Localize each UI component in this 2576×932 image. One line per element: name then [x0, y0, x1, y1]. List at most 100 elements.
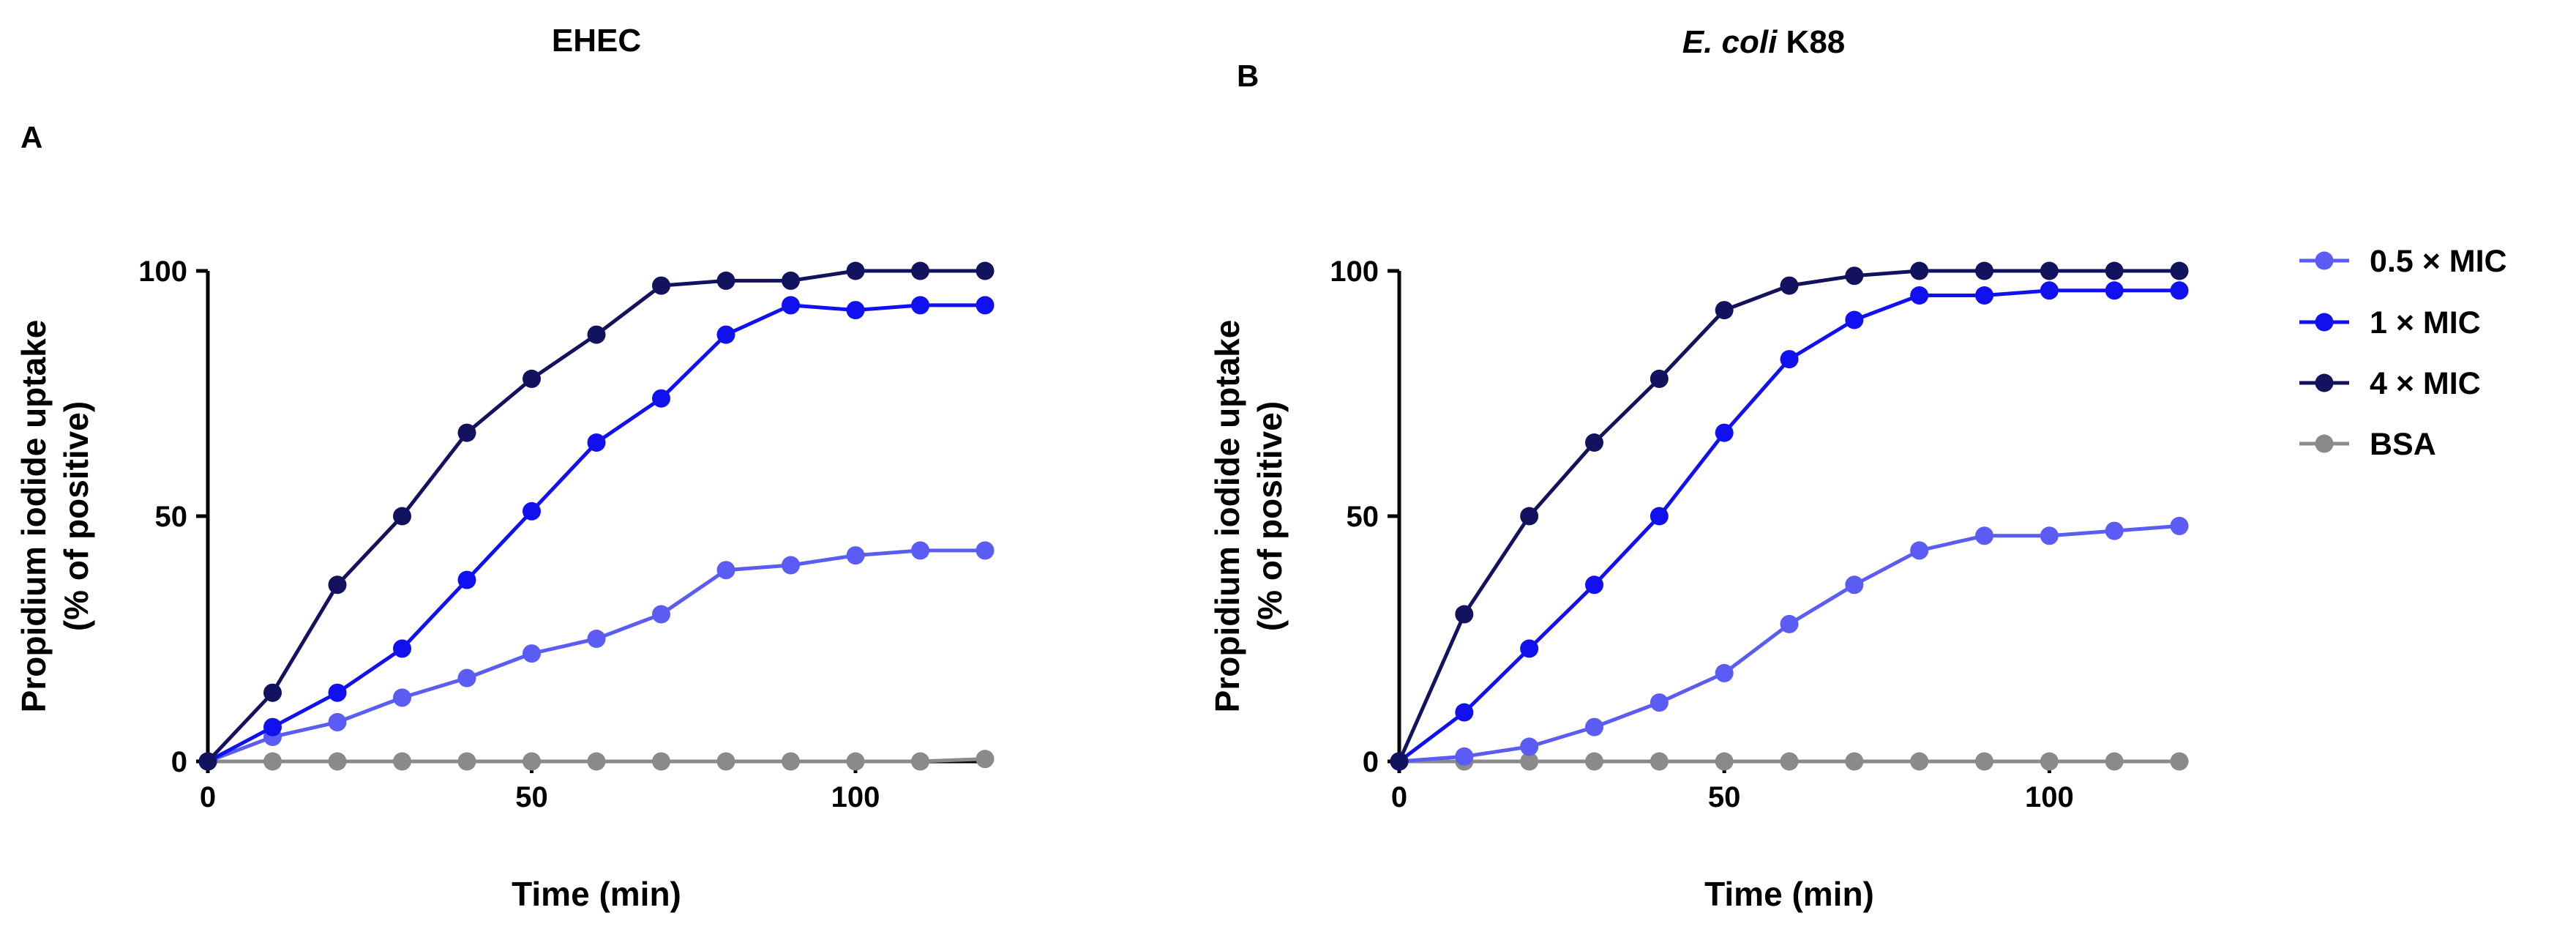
chart-a-point-4-mic [716, 271, 735, 290]
chart-a-point-1-mic [782, 296, 800, 315]
chart-b-point-bsa [1650, 752, 1669, 771]
chart-b-xtick-label: 50 [1708, 781, 1741, 813]
chart-a-point-4-mic [393, 507, 411, 526]
chart-b-point-1-mic [2040, 281, 2059, 300]
chart-a: Propidium iodide uptake (% of positive) … [15, 256, 995, 913]
chart-b-xtick-label: 100 [2025, 781, 2074, 813]
chart-b-point-0-5-mic [2105, 521, 2124, 540]
chart-a-ylabel-line2: (% of positive) [57, 401, 95, 631]
chart-a-point-4-mic [263, 683, 282, 702]
legend-label: 1 × MIC [2370, 305, 2481, 340]
chart-a-point-4-mic [587, 325, 606, 344]
legend-label: BSA [2370, 427, 2436, 462]
chart-b-point-1-mic [1455, 703, 1474, 722]
chart-a-point-1-mic [523, 502, 541, 521]
chart-b-ylabel-line2: (% of positive) [1251, 401, 1289, 631]
chart-b-xlabel: Time (min) [1704, 875, 1874, 913]
chart-b-point-4-mic [2040, 261, 2059, 280]
chart-a-point-4-mic [457, 423, 476, 442]
chart-a-ytick-label: 0 [171, 746, 187, 778]
chart-a-series [198, 261, 995, 771]
chart-b-point-bsa [1585, 752, 1603, 771]
chart-a-series-1-mic [198, 296, 995, 771]
chart-a-point-0-5-mic [976, 541, 995, 560]
chart-b-point-bsa [2105, 752, 2124, 771]
chart-b-point-1-mic [1780, 350, 1799, 369]
chart-b-ylabel-line1: Propidium iodide uptake [1208, 320, 1246, 713]
chart-a-point-1-mic [652, 389, 670, 408]
chart-b-point-1-mic [2105, 281, 2124, 300]
chart-b-ytick-label: 50 [1347, 501, 1379, 533]
legend-swatch-marker [2315, 434, 2334, 453]
chart-a-point-4-mic [911, 261, 929, 280]
chart-b-point-0-5-mic [1845, 575, 1864, 594]
chart-a-point-0-5-mic [652, 605, 670, 624]
chart-b-point-4-mic [1390, 752, 1409, 771]
chart-b-ylabel: Propidium iodide uptake (% of positive) [1208, 320, 1289, 713]
chart-b-point-1-mic [1650, 507, 1669, 526]
chart-a-point-0-5-mic [457, 668, 476, 687]
chart-b-point-4-mic [1910, 261, 1929, 280]
chart-b-point-0-5-mic [1520, 737, 1539, 756]
chart-a-ylabel-line1: Propidium iodide uptake [15, 320, 53, 713]
chart-b-point-4-mic [1975, 261, 1993, 280]
chart-b-title-italic: E. coli [1682, 24, 1778, 60]
chart-a-point-bsa [846, 752, 865, 771]
chart-b-point-0-5-mic [1455, 747, 1474, 766]
chart-a-point-bsa [587, 752, 606, 771]
chart-b-point-0-5-mic [1975, 526, 1993, 545]
chart-a-point-4-mic [198, 752, 217, 771]
chart-a-point-bsa [716, 752, 735, 771]
legend-item-bsa: BSA [2299, 427, 2436, 462]
chart-b-point-bsa [1520, 752, 1539, 771]
chart-a-point-1-mic [846, 301, 865, 320]
chart-b-point-0-5-mic [1780, 614, 1799, 633]
chart-a-point-0-5-mic [911, 541, 929, 560]
chart-a-point-0-5-mic [328, 712, 347, 731]
chart-a-point-bsa [328, 752, 347, 771]
chart-b-point-4-mic [1650, 369, 1669, 388]
chart-a-xtick-label: 50 [515, 781, 548, 813]
chart-a-ytick-label: 50 [155, 501, 188, 533]
chart-b-point-4-mic [1585, 433, 1603, 452]
chart-b-title-rest: K88 [1777, 24, 1845, 60]
legend-item-1-mic: 1 × MIC [2299, 305, 2481, 340]
chart-a-point-4-mic [652, 276, 670, 295]
chart-a-point-0-5-mic [716, 561, 735, 580]
chart-a-point-0-5-mic [393, 688, 411, 707]
chart-b-point-0-5-mic [1910, 541, 1929, 560]
chart-a-xlabel: Time (min) [512, 875, 681, 913]
chart-a-point-1-mic [393, 639, 411, 658]
chart-a-point-bsa [911, 752, 929, 771]
legend-swatch-marker [2315, 373, 2334, 392]
chart-b-point-1-mic [1520, 639, 1539, 658]
legend-swatch-marker [2315, 251, 2334, 270]
legend-item-0-5-mic: 0.5 × MIC [2299, 244, 2507, 279]
chart-a-point-4-mic [976, 261, 995, 280]
chart-a-point-0-5-mic [523, 644, 541, 663]
chart-a-point-0-5-mic [782, 556, 800, 575]
chart-a-point-4-mic [328, 575, 347, 594]
chart-a-point-bsa [976, 750, 995, 769]
chart-a-point-1-mic [457, 570, 476, 589]
chart-b-xtick-label: 0 [1391, 781, 1407, 813]
chart-a-point-4-mic [782, 271, 800, 290]
chart-a-ytick-label: 100 [138, 256, 187, 288]
panel-b-letter: B [1237, 59, 1259, 93]
chart-a-point-1-mic [263, 717, 282, 737]
chart-a-point-1-mic [716, 325, 735, 344]
chart-a-point-4-mic [523, 369, 541, 388]
chart-b-point-1-mic [1715, 423, 1734, 442]
chart-a-point-bsa [652, 752, 670, 771]
chart-a-point-1-mic [911, 296, 929, 315]
chart-b-point-bsa [1715, 752, 1734, 771]
chart-b-ytick-label: 0 [1363, 746, 1379, 778]
chart-b-series-bsa [1390, 752, 2189, 771]
legend-swatch-marker [2315, 313, 2334, 332]
chart-b-point-0-5-mic [1650, 693, 1669, 712]
panel-a-letter: A [20, 120, 42, 154]
chart-a-point-1-mic [587, 433, 606, 452]
chart-a-line-0-5-mic [207, 548, 985, 764]
chart-b-point-bsa [1780, 752, 1799, 771]
